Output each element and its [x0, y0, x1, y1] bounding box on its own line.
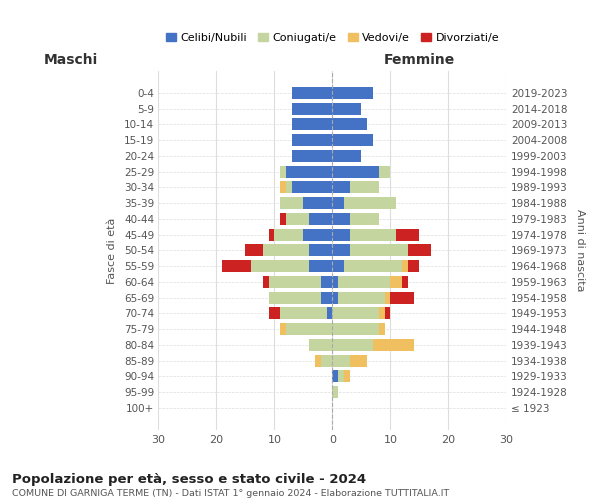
- Bar: [292, 102, 332, 115]
- Bar: [269, 276, 321, 288]
- Bar: [385, 292, 391, 304]
- Bar: [338, 370, 344, 382]
- Bar: [286, 166, 332, 177]
- Bar: [332, 182, 350, 194]
- Bar: [269, 292, 321, 304]
- Bar: [332, 197, 344, 209]
- Bar: [332, 150, 361, 162]
- Bar: [286, 182, 292, 194]
- Bar: [350, 354, 367, 366]
- Bar: [332, 386, 338, 398]
- Bar: [379, 166, 391, 177]
- Text: COMUNE DI GARNIGA TERME (TN) - Dati ISTAT 1° gennaio 2024 - Elaborazione TUTTITA: COMUNE DI GARNIGA TERME (TN) - Dati ISTA…: [12, 489, 449, 498]
- Bar: [402, 276, 408, 288]
- Bar: [292, 87, 332, 99]
- Bar: [408, 260, 419, 272]
- Bar: [286, 213, 309, 225]
- Bar: [321, 354, 332, 366]
- Text: Popolazione per età, sesso e stato civile - 2024: Popolazione per età, sesso e stato civil…: [12, 472, 366, 486]
- Bar: [292, 182, 332, 194]
- Bar: [309, 244, 332, 256]
- Bar: [332, 323, 379, 335]
- Bar: [344, 260, 402, 272]
- Bar: [269, 308, 280, 320]
- Bar: [315, 354, 321, 366]
- Bar: [292, 118, 332, 130]
- Bar: [344, 370, 350, 382]
- Bar: [408, 244, 431, 256]
- Bar: [391, 276, 402, 288]
- Text: Maschi: Maschi: [44, 53, 98, 67]
- Bar: [379, 308, 385, 320]
- Bar: [332, 292, 338, 304]
- Bar: [309, 213, 332, 225]
- Bar: [332, 118, 367, 130]
- Bar: [350, 182, 379, 194]
- Bar: [292, 150, 332, 162]
- Bar: [350, 244, 408, 256]
- Bar: [338, 276, 391, 288]
- Bar: [332, 228, 350, 240]
- Bar: [332, 213, 350, 225]
- Bar: [309, 260, 332, 272]
- Bar: [332, 370, 338, 382]
- Bar: [344, 197, 396, 209]
- Y-axis label: Fasce di età: Fasce di età: [107, 217, 117, 284]
- Bar: [251, 260, 309, 272]
- Bar: [280, 182, 286, 194]
- Bar: [280, 213, 286, 225]
- Bar: [222, 260, 251, 272]
- Bar: [332, 354, 350, 366]
- Bar: [332, 339, 373, 351]
- Bar: [332, 308, 379, 320]
- Bar: [263, 244, 309, 256]
- Text: Femmine: Femmine: [384, 53, 455, 67]
- Bar: [379, 323, 385, 335]
- Bar: [338, 292, 385, 304]
- Bar: [245, 244, 263, 256]
- Bar: [280, 166, 286, 177]
- Bar: [269, 228, 274, 240]
- Y-axis label: Anni di nascita: Anni di nascita: [575, 209, 585, 292]
- Bar: [332, 134, 373, 146]
- Bar: [304, 228, 332, 240]
- Bar: [280, 197, 304, 209]
- Bar: [385, 308, 391, 320]
- Legend: Celibi/Nubili, Coniugati/e, Vedovi/e, Divorziati/e: Celibi/Nubili, Coniugati/e, Vedovi/e, Di…: [166, 33, 499, 43]
- Bar: [263, 276, 269, 288]
- Bar: [309, 339, 332, 351]
- Bar: [332, 276, 338, 288]
- Bar: [332, 166, 379, 177]
- Bar: [391, 292, 413, 304]
- Bar: [286, 323, 332, 335]
- Bar: [402, 260, 408, 272]
- Bar: [332, 244, 350, 256]
- Bar: [280, 323, 286, 335]
- Bar: [350, 228, 396, 240]
- Bar: [321, 276, 332, 288]
- Bar: [332, 87, 373, 99]
- Bar: [396, 228, 419, 240]
- Bar: [350, 213, 379, 225]
- Bar: [326, 308, 332, 320]
- Bar: [332, 102, 361, 115]
- Bar: [274, 228, 304, 240]
- Bar: [332, 260, 344, 272]
- Bar: [373, 339, 413, 351]
- Bar: [304, 197, 332, 209]
- Bar: [292, 134, 332, 146]
- Bar: [280, 308, 326, 320]
- Bar: [321, 292, 332, 304]
